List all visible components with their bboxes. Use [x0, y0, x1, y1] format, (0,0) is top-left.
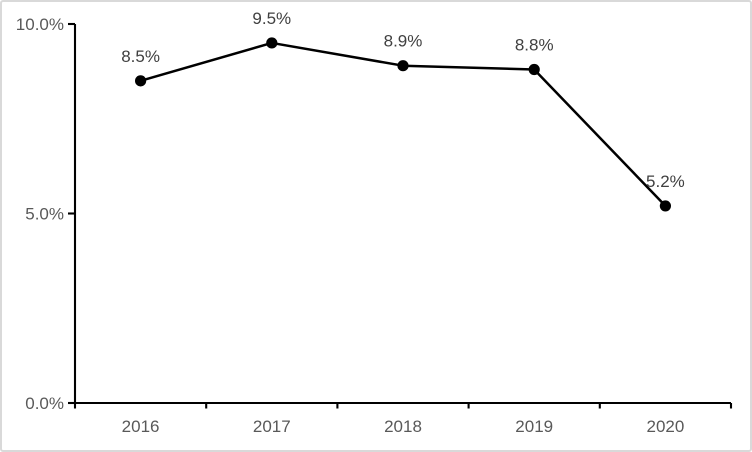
data-point — [135, 75, 147, 87]
data-label: 8.9% — [384, 32, 423, 51]
x-tick-label: 2018 — [384, 417, 422, 436]
data-label: 9.5% — [252, 9, 291, 28]
y-tick-label: 5.0% — [25, 205, 64, 224]
data-point — [659, 200, 672, 212]
data-label: 8.8% — [515, 35, 554, 54]
y-tick-label: 10.0% — [16, 15, 64, 34]
y-tick-label: 0.0% — [25, 394, 64, 413]
data-label: 8.5% — [121, 47, 160, 66]
data-point — [397, 60, 409, 72]
data-point — [528, 63, 540, 76]
x-tick-label: 2020 — [646, 417, 684, 436]
x-tick-label: 2019 — [515, 417, 553, 436]
data-point — [266, 37, 278, 49]
data-label: 5.2% — [646, 172, 685, 191]
x-tick-label: 2016 — [122, 417, 160, 436]
x-tick-label: 2017 — [253, 417, 291, 436]
